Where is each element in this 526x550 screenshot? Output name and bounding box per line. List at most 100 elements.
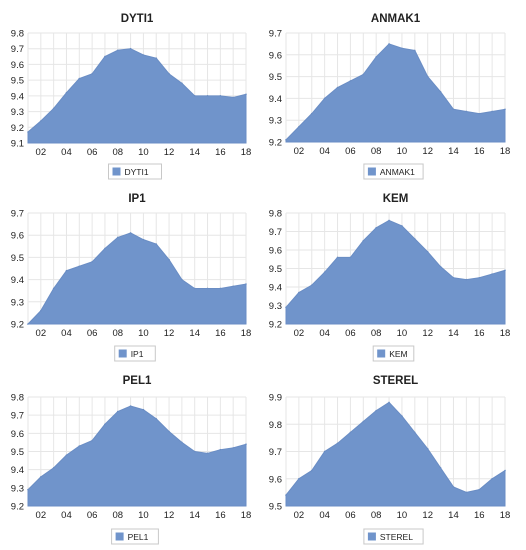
y-tick-label: 9.4 <box>11 275 24 286</box>
legend-swatch <box>115 532 124 541</box>
chart-panel-pel1: 9.2 9.3 9.4 9.5 9.6 9.7 9.8 02 04 06 08 10 12 14 16 18 P… <box>11 375 251 545</box>
y-tick-label: 9.7 <box>269 447 282 458</box>
x-tick-label: 06 <box>87 510 98 521</box>
data-point <box>219 95 222 97</box>
x-tick-label: 18 <box>500 146 511 157</box>
x-tick-label: 14 <box>189 328 200 339</box>
data-point <box>478 488 481 491</box>
x-tick-label: 12 <box>164 147 175 158</box>
y-tick-label: 9.6 <box>11 231 24 242</box>
data-point <box>336 256 339 259</box>
x-tick-label: 02 <box>294 146 305 157</box>
x-tick-label: 02 <box>36 328 47 339</box>
x-tick-label: 18 <box>241 147 252 158</box>
x-tick-label: 06 <box>87 147 98 158</box>
y-tick-label: 9.5 <box>11 253 24 264</box>
y-tick-label: 9.6 <box>269 246 282 257</box>
x-tick-label: 10 <box>397 510 408 521</box>
data-point <box>116 236 119 239</box>
legend-swatch <box>118 349 127 358</box>
x-tick-label: 16 <box>474 510 485 521</box>
data-point <box>375 56 377 58</box>
legend-swatch <box>367 167 376 176</box>
data-point <box>310 469 313 472</box>
x-tick-label: 14 <box>448 510 459 521</box>
y-tick-label: 9.7 <box>11 209 24 220</box>
x-tick-label: 10 <box>138 510 149 521</box>
x-tick-label: 08 <box>371 146 382 157</box>
y-tick-label: 9.8 <box>269 209 282 220</box>
chart-panel-ip1: 9.2 9.3 9.4 9.5 9.6 9.7 02 04 06 08 10 12 14 16 18 IP1 I… <box>11 193 251 362</box>
data-point <box>349 431 352 434</box>
data-point <box>401 415 403 417</box>
data-point <box>168 73 170 75</box>
x-tick-label: 04 <box>61 510 72 521</box>
y-tick-label: 9.8 <box>11 29 24 40</box>
legend-label: PEL1 <box>128 532 149 542</box>
data-point <box>78 77 81 80</box>
data-point <box>362 420 365 423</box>
data-point <box>323 97 326 100</box>
x-tick-label: 16 <box>215 510 226 521</box>
data-point <box>116 49 119 52</box>
data-point <box>285 306 287 309</box>
y-tick-label: 9.5 <box>11 76 24 87</box>
x-tick-label: 06 <box>345 510 356 521</box>
legend-box <box>363 528 424 545</box>
data-point <box>375 409 377 412</box>
data-point <box>52 287 55 290</box>
x-tick-label: 16 <box>215 328 226 339</box>
y-tick-label: 9.5 <box>269 502 282 513</box>
x-tick-label: 08 <box>371 328 382 339</box>
y-tick-label: 9.3 <box>11 297 24 308</box>
data-point <box>104 55 106 58</box>
x-tick-label: 12 <box>422 510 433 521</box>
y-tick-label: 9.6 <box>269 474 282 485</box>
area-series-sterel <box>285 401 506 507</box>
x-tick-label: 04 <box>319 146 330 157</box>
data-point <box>193 95 196 97</box>
data-point <box>452 276 455 279</box>
chart-title: ANMAK1 <box>371 13 421 25</box>
data-point <box>206 287 209 290</box>
x-tick-label: 16 <box>215 147 226 158</box>
legend-swatch <box>112 167 121 176</box>
data-point <box>52 107 55 110</box>
data-point <box>78 445 81 447</box>
data-point <box>452 108 455 111</box>
x-tick-label: 02 <box>294 510 305 521</box>
data-point <box>439 91 442 93</box>
data-point <box>285 494 287 496</box>
data-point <box>478 112 481 115</box>
data-point <box>193 450 196 453</box>
data-point <box>232 96 234 99</box>
y-tick-label: 9.2 <box>269 138 282 149</box>
data-point <box>245 93 247 96</box>
x-tick-label: 18 <box>500 510 511 521</box>
chart-title: DYTI1 <box>121 13 154 25</box>
data-point <box>362 73 365 76</box>
x-tick-label: 02 <box>294 328 305 339</box>
legend-label: DYTI1 <box>125 167 149 177</box>
data-point <box>40 476 42 478</box>
data-point <box>362 239 365 242</box>
data-point <box>91 261 93 263</box>
x-tick-label: 02 <box>36 147 47 158</box>
x-tick-label: 12 <box>422 328 433 339</box>
data-point <box>27 131 29 133</box>
data-point <box>155 418 158 420</box>
data-point <box>401 47 403 50</box>
chart-title: IP1 <box>128 193 146 205</box>
x-tick-label: 10 <box>138 147 149 158</box>
legend-label: KEM <box>389 349 407 359</box>
data-point <box>504 269 506 272</box>
x-tick-label: 08 <box>112 147 123 158</box>
y-tick-label: 9.7 <box>11 411 24 422</box>
data-point <box>206 95 209 97</box>
data-point <box>298 125 300 128</box>
x-tick-label: 12 <box>164 328 175 339</box>
data-point <box>181 82 183 85</box>
data-point <box>91 73 93 75</box>
data-point <box>78 265 81 268</box>
data-point <box>142 54 145 56</box>
